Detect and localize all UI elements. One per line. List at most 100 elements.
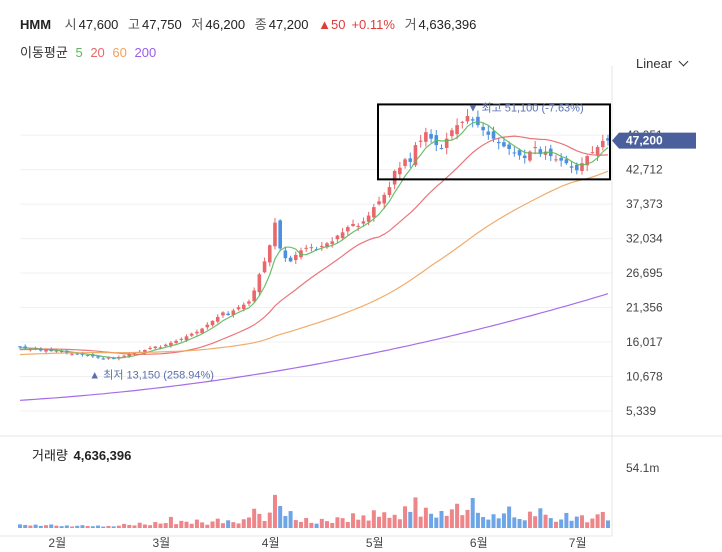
low-label: 저: [191, 17, 204, 32]
volume-bar: [272, 494, 277, 528]
volume-bar: [325, 521, 330, 528]
candle-body: [590, 152, 595, 154]
y-tick-label: 16,017: [626, 335, 663, 349]
candle-body: [283, 250, 288, 259]
x-tick-label: 5월: [366, 536, 384, 550]
candle: [512, 146, 517, 157]
change-pct: +0.11%: [351, 17, 395, 32]
highlight-box: [377, 103, 611, 181]
candle: [293, 251, 298, 264]
candle-body: [75, 353, 80, 355]
candle-body: [460, 121, 465, 123]
volume-bar: [283, 515, 288, 528]
candle: [252, 287, 256, 303]
ma-legend-5[interactable]: 5: [75, 45, 83, 60]
volume-bar: [548, 518, 553, 528]
candle-body: [54, 350, 59, 352]
candle: [65, 349, 69, 355]
candle: [377, 196, 381, 206]
volume-bar: [491, 514, 496, 528]
candle-body: [356, 225, 361, 227]
volume-bar: [174, 524, 179, 528]
volume-bar: [553, 521, 558, 528]
candle-body: [502, 142, 506, 147]
volume-bar: [116, 525, 121, 528]
candle-body: [450, 130, 454, 137]
volume-bar: [517, 519, 522, 528]
ma-legend[interactable]: 이동평균 5 20 60 200: [20, 42, 160, 61]
ma-legend-60[interactable]: 60: [112, 45, 127, 60]
candle-body: [465, 116, 470, 122]
volume-bar: [527, 511, 532, 528]
candle-body: [398, 167, 402, 175]
candle-body: [158, 347, 163, 349]
candle: [23, 344, 28, 350]
candle-body: [153, 346, 158, 349]
volume-bar: [449, 509, 454, 528]
volume-bar: [298, 521, 303, 528]
candle-body: [262, 261, 267, 273]
volume-bar: [423, 507, 428, 528]
candle: [262, 257, 267, 274]
ma-legend-200[interactable]: 200: [134, 45, 157, 60]
volume-bar: [439, 510, 444, 528]
volume-bar: [403, 506, 408, 528]
candle-body: [293, 254, 298, 261]
last-price-label: 47,200: [626, 134, 663, 148]
volume-bar: [351, 513, 356, 528]
volume-bar: [392, 514, 397, 528]
candle-body: [439, 148, 444, 150]
volume-bar: [574, 516, 579, 528]
candle: [470, 116, 475, 128]
x-tick-label: 6월: [470, 536, 488, 550]
candle-body: [241, 304, 246, 309]
volume-bar: [111, 526, 116, 528]
candle: [273, 217, 277, 250]
volume-bar: [231, 522, 236, 528]
change-value: 50: [330, 17, 346, 32]
ma5-line: [19, 121, 609, 359]
volume-bar: [543, 514, 548, 528]
volume-bar: [168, 516, 173, 528]
candle: [382, 192, 387, 209]
volume-bar: [309, 522, 314, 528]
candle-body: [528, 151, 532, 161]
candle-body: [189, 333, 194, 336]
candle: [496, 137, 501, 150]
volume-bar: [236, 523, 241, 528]
candle-body: [481, 126, 485, 131]
candle: [585, 154, 589, 172]
candle-body: [257, 274, 262, 293]
candle-body: [330, 241, 335, 244]
volume-bar: [70, 526, 75, 528]
candle: [189, 332, 194, 337]
candle-body: [543, 151, 548, 155]
volume-bar: [137, 522, 142, 528]
y-tick-label: 10,678: [626, 370, 663, 384]
volume-bar: [595, 514, 600, 528]
low-value: 46,200: [205, 17, 246, 32]
candle-body: [606, 138, 610, 141]
candle-body: [491, 131, 496, 139]
candle: [476, 110, 480, 128]
candle: [309, 243, 314, 252]
volume-panel-label: 거래량: [32, 448, 68, 463]
candle: [486, 126, 491, 140]
candle-body: [496, 141, 501, 144]
volume-bar: [408, 511, 413, 528]
ma60-line: [19, 170, 609, 356]
volume-bar: [314, 523, 319, 528]
volume-bar: [33, 524, 38, 528]
volume-bar: [366, 520, 371, 528]
volume-bar: [377, 516, 382, 528]
candle: [600, 134, 605, 151]
y-tick-label: 26,695: [626, 266, 663, 280]
ma-legend-20[interactable]: 20: [90, 45, 105, 60]
candle: [257, 272, 262, 296]
volume-bar: [569, 520, 574, 528]
volume-bar: [371, 510, 376, 528]
candle: [517, 148, 522, 160]
scale-dropdown[interactable]: Linear: [636, 56, 689, 71]
candle: [424, 127, 428, 147]
